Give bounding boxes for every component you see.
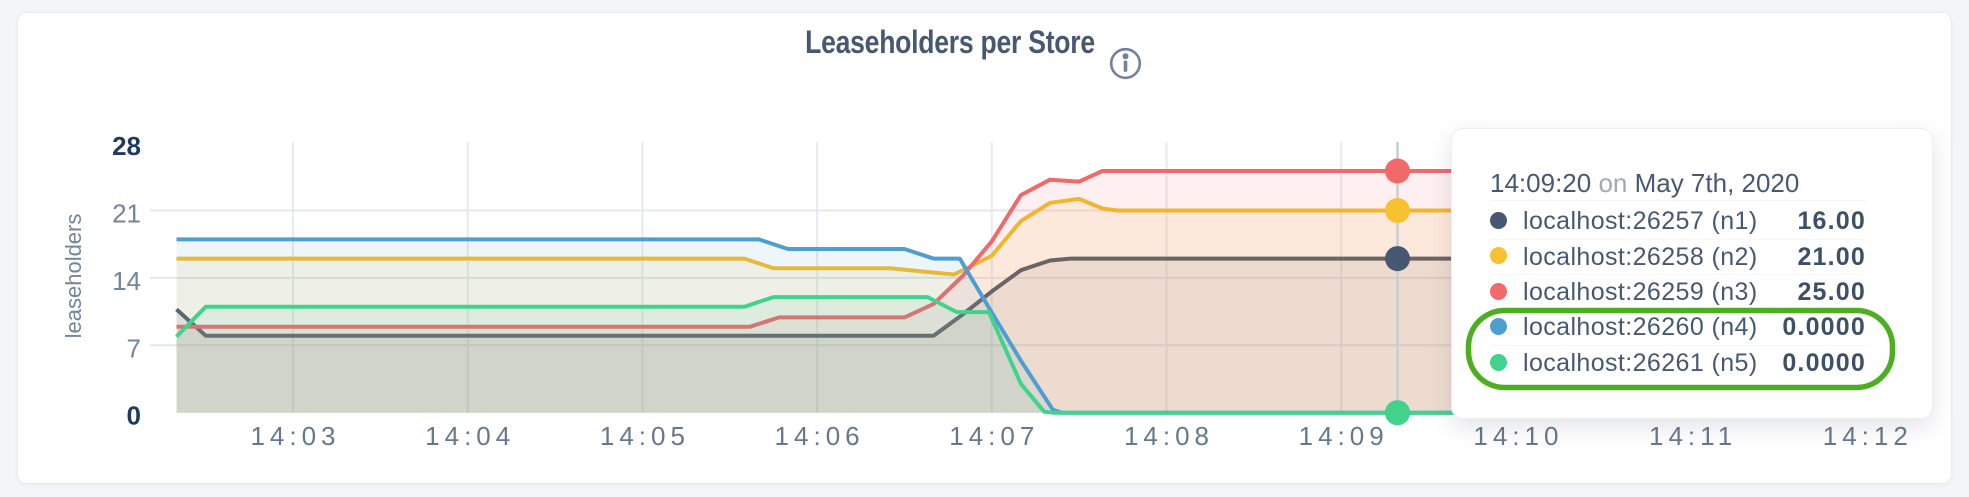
- svg-text:21: 21: [112, 199, 141, 229]
- svg-text:14:05: 14:05: [600, 421, 690, 451]
- svg-text:14:08: 14:08: [1124, 421, 1214, 451]
- svg-text:28: 28: [112, 131, 141, 161]
- svg-text:14:07: 14:07: [949, 421, 1039, 451]
- svg-text:7: 7: [127, 333, 141, 363]
- svg-text:14:10: 14:10: [1473, 421, 1563, 451]
- svg-text:14:04: 14:04: [425, 421, 515, 451]
- svg-text:0: 0: [127, 401, 141, 431]
- svg-text:14:06: 14:06: [775, 421, 865, 451]
- svg-text:14:03: 14:03: [250, 421, 340, 451]
- svg-text:leaseholders: leaseholders: [61, 214, 86, 339]
- svg-text:14:12: 14:12: [1823, 421, 1913, 451]
- svg-text:14:09: 14:09: [1299, 421, 1389, 451]
- svg-text:14: 14: [112, 266, 141, 296]
- svg-text:14:11: 14:11: [1649, 421, 1737, 451]
